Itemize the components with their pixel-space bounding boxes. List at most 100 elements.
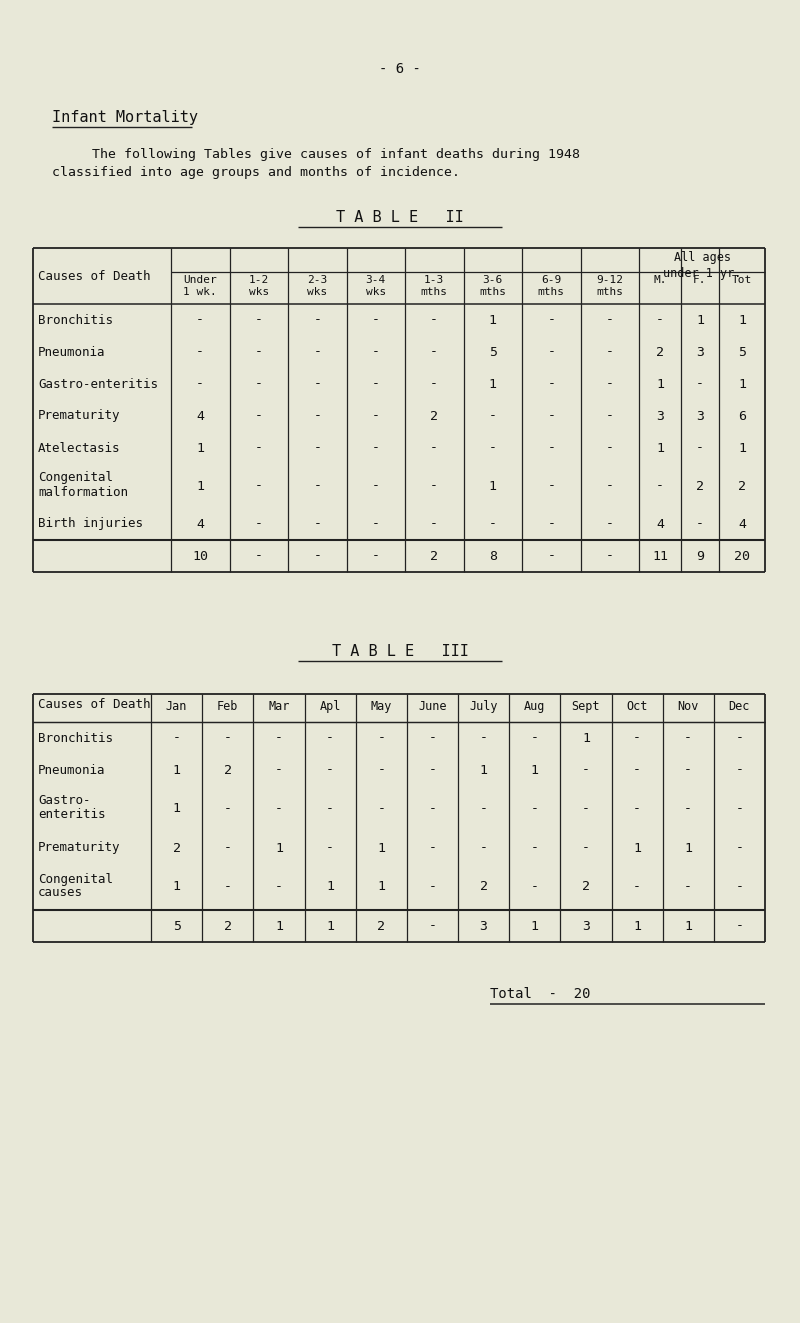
Text: -: - [429,763,437,777]
Text: -: - [430,314,438,327]
Text: 2-3
wks: 2-3 wks [307,275,327,298]
Text: 4: 4 [738,517,746,531]
Text: causes: causes [38,886,83,900]
Text: T A B L E   III: T A B L E III [331,644,469,659]
Text: -: - [547,345,555,359]
Text: -: - [735,919,743,933]
Text: 9: 9 [696,549,704,562]
Text: -: - [372,442,380,455]
Text: -: - [372,410,380,422]
Text: -: - [429,841,437,855]
Text: 1: 1 [173,881,181,893]
Text: -: - [430,377,438,390]
Text: -: - [479,732,487,745]
Text: 2: 2 [430,410,438,422]
Text: -: - [372,517,380,531]
Text: -: - [372,377,380,390]
Text: Birth injuries: Birth injuries [38,517,143,531]
Text: -: - [275,763,283,777]
Text: -: - [606,517,614,531]
Text: -: - [275,803,283,815]
Text: classified into age groups and months of incidence.: classified into age groups and months of… [52,165,460,179]
Text: -: - [735,763,743,777]
Text: Tot: Tot [732,275,752,284]
Text: Gastro-: Gastro- [38,795,90,807]
Text: -: - [430,479,438,492]
Text: 4: 4 [196,410,204,422]
Text: -: - [378,803,386,815]
Text: June: June [418,700,446,713]
Text: -: - [547,410,555,422]
Text: -: - [656,314,664,327]
Text: F.: F. [694,275,706,284]
Text: -: - [372,314,380,327]
Text: -: - [735,841,743,855]
Text: -: - [479,803,487,815]
Text: -: - [254,517,262,531]
Text: -: - [326,841,334,855]
Text: 2: 2 [224,763,232,777]
Text: Under
1 wk.: Under 1 wk. [183,275,217,298]
Text: -: - [326,763,334,777]
Text: Dec: Dec [729,700,750,713]
Text: -: - [429,919,437,933]
Text: 1: 1 [196,479,204,492]
Text: -: - [275,881,283,893]
Text: -: - [254,479,262,492]
Text: 1: 1 [173,763,181,777]
Text: -: - [684,732,692,745]
Text: -: - [254,410,262,422]
Text: -: - [735,732,743,745]
Text: July: July [470,700,498,713]
Text: 2: 2 [378,919,386,933]
Text: -: - [430,345,438,359]
Text: -: - [378,732,386,745]
Text: -: - [372,549,380,562]
Text: -: - [489,410,497,422]
Text: 3: 3 [582,919,590,933]
Text: Aug: Aug [524,700,546,713]
Text: -: - [530,803,538,815]
Text: Feb: Feb [217,700,238,713]
Text: 2: 2 [430,549,438,562]
Text: -: - [314,314,322,327]
Text: 1: 1 [684,841,692,855]
Text: -: - [582,841,590,855]
Text: Nov: Nov [678,700,699,713]
Text: -: - [314,479,322,492]
Text: -: - [378,763,386,777]
Text: 20: 20 [734,549,750,562]
Text: 4: 4 [196,517,204,531]
Text: Mar: Mar [268,700,290,713]
Text: 1: 1 [530,919,538,933]
Text: 8: 8 [489,549,497,562]
Text: -: - [429,732,437,745]
Text: -: - [224,841,232,855]
Text: malformation: malformation [38,486,128,499]
Text: 1: 1 [378,841,386,855]
Text: -: - [314,345,322,359]
Text: 2: 2 [696,479,704,492]
Text: 1: 1 [738,314,746,327]
Text: 3-6
mths: 3-6 mths [479,275,506,298]
Text: Bronchitis: Bronchitis [38,732,113,745]
Text: -: - [633,881,641,893]
Text: 2: 2 [738,479,746,492]
Text: All ages
under 1 yr.: All ages under 1 yr. [663,251,741,280]
Text: -: - [429,881,437,893]
Text: -: - [254,345,262,359]
Text: -: - [254,377,262,390]
Text: -: - [547,549,555,562]
Text: 1: 1 [378,881,386,893]
Text: -: - [735,881,743,893]
Text: 3: 3 [696,345,704,359]
Text: -: - [224,803,232,815]
Text: -: - [314,377,322,390]
Text: -: - [656,479,664,492]
Text: 2: 2 [479,881,487,893]
Text: 1-2
wks: 1-2 wks [249,275,269,298]
Text: -: - [530,732,538,745]
Text: -: - [696,517,704,531]
Text: -: - [582,803,590,815]
Text: -: - [606,377,614,390]
